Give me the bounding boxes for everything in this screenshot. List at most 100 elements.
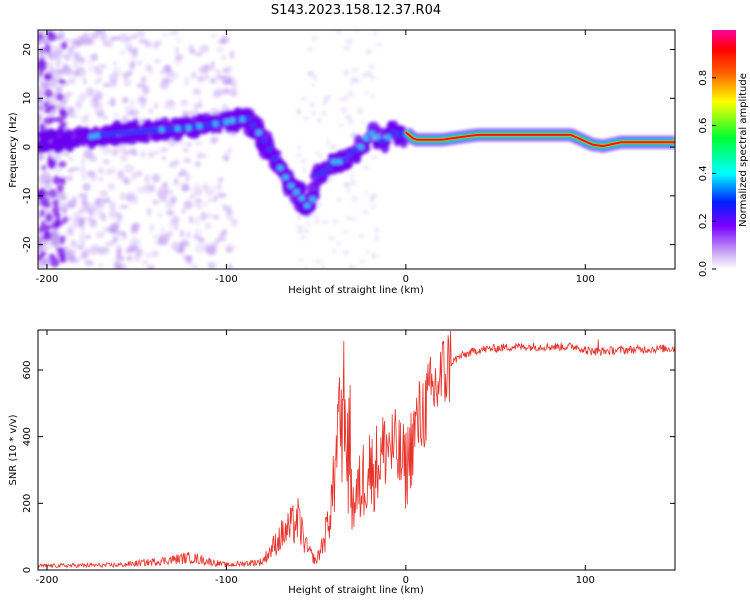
ridge-core	[304, 203, 311, 209]
noise-blob	[164, 99, 175, 105]
ridge-core	[395, 131, 402, 137]
noise-blob	[148, 151, 155, 159]
noise-blob	[148, 108, 154, 114]
noise-blob	[43, 108, 51, 114]
noise-blob	[109, 201, 116, 211]
noise-blob	[232, 84, 238, 89]
noise-blob	[38, 236, 43, 245]
noise-blob	[78, 208, 85, 214]
noise-blob	[82, 182, 91, 192]
noise-blob	[101, 212, 106, 222]
noise-blob	[326, 95, 332, 99]
noise-blob	[61, 196, 67, 202]
noise-blob	[120, 192, 125, 201]
noise-blob	[102, 82, 112, 88]
noise-blob	[198, 153, 208, 158]
noise-blob	[191, 49, 196, 55]
noise-blob	[153, 102, 159, 110]
spectrogram-x-tick-label: -100	[215, 274, 238, 285]
noise-blob	[346, 38, 353, 45]
noise-blob	[102, 227, 112, 233]
noise-blob	[204, 222, 212, 230]
noise-blob	[145, 41, 154, 48]
noise-blob	[89, 97, 95, 106]
spectrogram-x-tick-label: -200	[36, 274, 59, 285]
noise-blob	[71, 241, 78, 250]
noise-blob	[120, 153, 128, 163]
noise-blob	[192, 88, 202, 96]
noise-blob	[165, 79, 174, 84]
noise-blob	[55, 86, 63, 91]
ridge-core	[255, 130, 262, 136]
noise-blob	[59, 121, 67, 127]
noise-blob	[317, 201, 322, 208]
ridge-core	[201, 123, 208, 129]
noise-blob	[313, 220, 321, 224]
noise-blob	[102, 115, 109, 121]
noise-blob	[123, 177, 132, 185]
ridge-core	[142, 128, 149, 134]
noise-blob	[222, 204, 227, 211]
noise-blob	[207, 261, 217, 269]
noise-blob	[328, 176, 333, 183]
noise-blob	[296, 229, 304, 235]
noise-blob	[149, 223, 154, 233]
ridge-blob	[56, 127, 63, 137]
ridge-core	[320, 169, 327, 175]
noise-blob	[314, 259, 322, 264]
noise-blob	[296, 224, 304, 231]
noise-blob	[116, 212, 123, 222]
snr-y-tick-label: 200	[22, 494, 33, 513]
noise-blob	[136, 30, 146, 37]
noise-blob	[91, 53, 98, 62]
noise-blob	[43, 116, 53, 125]
noise-blob	[97, 77, 103, 82]
noise-blob	[116, 230, 125, 236]
noise-blob	[225, 65, 232, 74]
noise-blob	[48, 52, 58, 61]
ridge-core	[363, 135, 370, 141]
band-red	[405, 131, 675, 148]
noise-blob	[121, 263, 127, 269]
noise-blob	[38, 163, 41, 171]
noise-blob	[321, 263, 326, 269]
noise-blob	[168, 30, 179, 36]
noise-blob	[199, 44, 210, 53]
noise-blob	[374, 227, 380, 234]
snr-y-tick-label: 600	[22, 360, 33, 379]
spectrogram-frame	[37, 29, 676, 270]
ridge-core	[325, 165, 332, 171]
noise-blob	[200, 211, 207, 222]
noise-blob	[53, 241, 61, 248]
noise-blob	[97, 203, 105, 214]
noise-blob	[185, 231, 191, 239]
noise-blob	[363, 164, 369, 171]
noise-blob	[198, 98, 203, 108]
noise-blob	[136, 186, 146, 194]
noise-blob	[330, 144, 337, 151]
noise-blob	[132, 222, 141, 230]
noise-blob	[113, 112, 119, 118]
noise-blob	[43, 72, 53, 81]
noise-blob	[169, 196, 178, 204]
ridge-core	[196, 123, 203, 129]
noise-blob	[207, 185, 217, 194]
noise-blob	[300, 96, 307, 101]
noise-blob	[220, 55, 227, 60]
colorbar: 0.0 0.2 0.4 0.6 0.8 Normalized spectral ampl…	[698, 30, 749, 277]
noise-blob	[306, 221, 310, 227]
noise-blob	[159, 184, 170, 194]
noise-blob	[63, 53, 72, 62]
noise-blob	[85, 234, 92, 240]
noise-blob	[204, 213, 214, 219]
noise-blob	[45, 213, 53, 223]
noise-blob	[347, 118, 354, 125]
noise-blob	[224, 244, 232, 253]
ridge-core	[244, 116, 251, 122]
ridge-core	[288, 183, 295, 189]
noise-blob	[55, 62, 61, 68]
ridge-core	[169, 126, 176, 132]
noise-blob	[48, 253, 56, 261]
noise-blob	[128, 61, 136, 69]
noise-blob	[209, 79, 218, 85]
